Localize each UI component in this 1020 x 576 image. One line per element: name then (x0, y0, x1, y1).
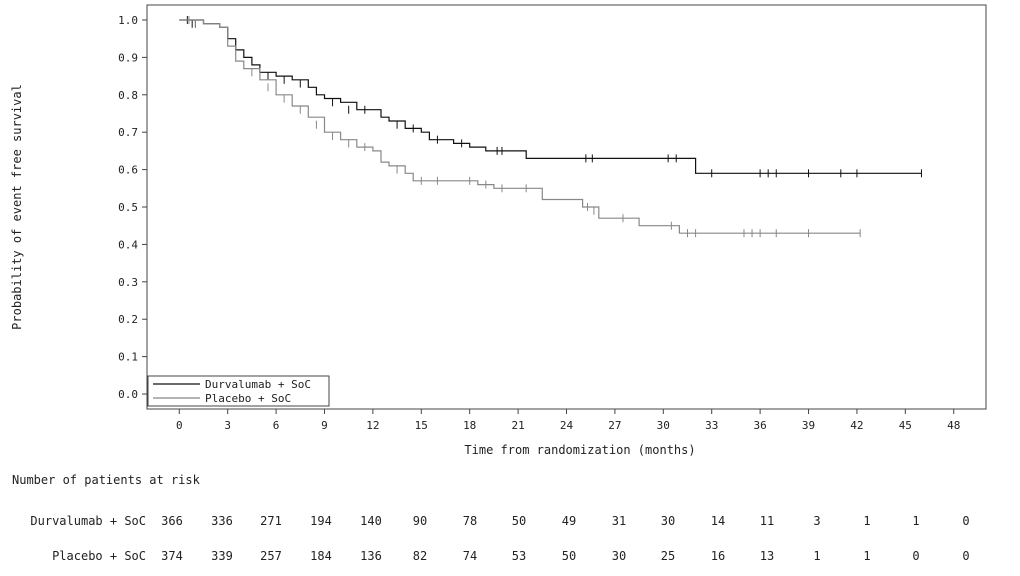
risk-row-label: Placebo + SoC (52, 549, 146, 563)
risk-row-durvalumab: Durvalumab + SoC 366 336 271 194 140 90 … (0, 514, 1020, 530)
risk-table-title: Number of patients at risk (12, 473, 200, 487)
x-tick-label: 3 (224, 419, 231, 432)
x-tick-label: 30 (657, 419, 670, 432)
x-tick-label: 12 (366, 419, 379, 432)
legend-label-durvalumab: Durvalumab + SoC (205, 378, 311, 391)
risk-cell: 0 (962, 514, 970, 528)
risk-cell: 50 (511, 514, 527, 528)
legend: Durvalumab + SoC Placebo + SoC (147, 375, 330, 407)
risk-cell: 82 (412, 549, 428, 563)
risk-cell: 1 (813, 549, 821, 563)
risk-cell: 49 (561, 514, 577, 528)
x-tick-label: 18 (463, 419, 476, 432)
x-tick-label: 33 (705, 419, 718, 432)
x-tick-label: 39 (802, 419, 815, 432)
x-tick-label: 45 (899, 419, 912, 432)
plot-frame (146, 4, 987, 410)
risk-cell: 14 (710, 514, 726, 528)
km-chart: 0.00.10.20.30.40.50.60.70.80.91.0 0 3 6 9 12… (10, 4, 987, 457)
risk-cell: 30 (660, 514, 676, 528)
risk-cell: 50 (561, 549, 577, 563)
risk-cell: 194 (310, 514, 332, 528)
risk-cell: 136 (360, 549, 382, 563)
x-tick-label: 21 (511, 419, 524, 432)
x-tick-label: 0 (176, 419, 183, 432)
x-tick-label: 48 (947, 419, 960, 432)
x-tick-label: 9 (321, 419, 328, 432)
x-tick-label: 42 (850, 419, 863, 432)
risk-cell: 13 (759, 549, 775, 563)
risk-cell: 257 (260, 549, 282, 563)
y-tick-label: 0.0 (118, 388, 138, 401)
risk-row-placebo: Placebo + SoC 374 339 257 184 136 82 74 … (0, 549, 1020, 565)
y-tick-label: 1.0 (118, 14, 138, 27)
risk-cell: 53 (511, 549, 527, 563)
risk-cell: 25 (660, 549, 676, 563)
risk-cell: 16 (710, 549, 726, 563)
x-axis: 0 3 6 9 12 15 18 21 24 27 30 33 36 39 42 45 48 (176, 409, 960, 432)
y-tick-label: 0.4 (118, 238, 138, 251)
risk-cell: 366 (161, 514, 183, 528)
x-tick-label: 6 (273, 419, 280, 432)
legend-box (147, 375, 330, 407)
x-tick-label: 15 (415, 419, 428, 432)
y-tick-label: 0.8 (118, 89, 138, 102)
risk-cell: 30 (611, 549, 627, 563)
risk-cell: 31 (611, 514, 627, 528)
series-line-0 (179, 19, 922, 174)
x-tick-label: 27 (608, 419, 621, 432)
risk-cell: 271 (260, 514, 282, 528)
risk-cell: 78 (462, 514, 478, 528)
y-axis-label: Probability of event free survival (10, 84, 24, 330)
risk-cell: 90 (412, 514, 428, 528)
y-tick-label: 0.6 (118, 164, 138, 177)
x-tick-label: 24 (560, 419, 574, 432)
risk-cell: 3 (813, 514, 821, 528)
risk-cell: 1 (863, 514, 871, 528)
risk-row-label: Durvalumab + SoC (30, 514, 146, 528)
risk-cell: 1 (912, 514, 920, 528)
risk-cell: 339 (211, 549, 233, 563)
risk-cell: 1 (863, 549, 871, 563)
risk-cell: 336 (211, 514, 233, 528)
x-tick-label: 36 (753, 419, 766, 432)
risk-cell: 374 (161, 549, 183, 563)
risk-cell: 0 (912, 549, 920, 563)
y-axis: 0.0 0.1 0.2 0.3 0.4 0.5 0.6 0.7 0.8 0.9 1.0 (118, 14, 147, 401)
y-tick-label: 0.2 (118, 313, 138, 326)
y-tick-label: 0.1 (118, 351, 138, 364)
x-axis-label: Time from randomization (months) (464, 443, 695, 457)
risk-cell: 74 (462, 549, 478, 563)
risk-cell: 11 (759, 514, 775, 528)
risk-cell: 184 (310, 549, 332, 563)
y-tick-label: 0.3 (118, 276, 138, 289)
risk-cell: 0 (962, 549, 970, 563)
series-line-1 (179, 19, 861, 234)
legend-label-placebo: Placebo + SoC (205, 392, 291, 405)
y-tick-label: 0.7 (118, 126, 138, 139)
y-tick-label: 0.5 (118, 201, 138, 214)
survival-curves (179, 15, 922, 238)
y-tick-label: 0.9 (118, 51, 138, 64)
risk-cell: 140 (360, 514, 382, 528)
